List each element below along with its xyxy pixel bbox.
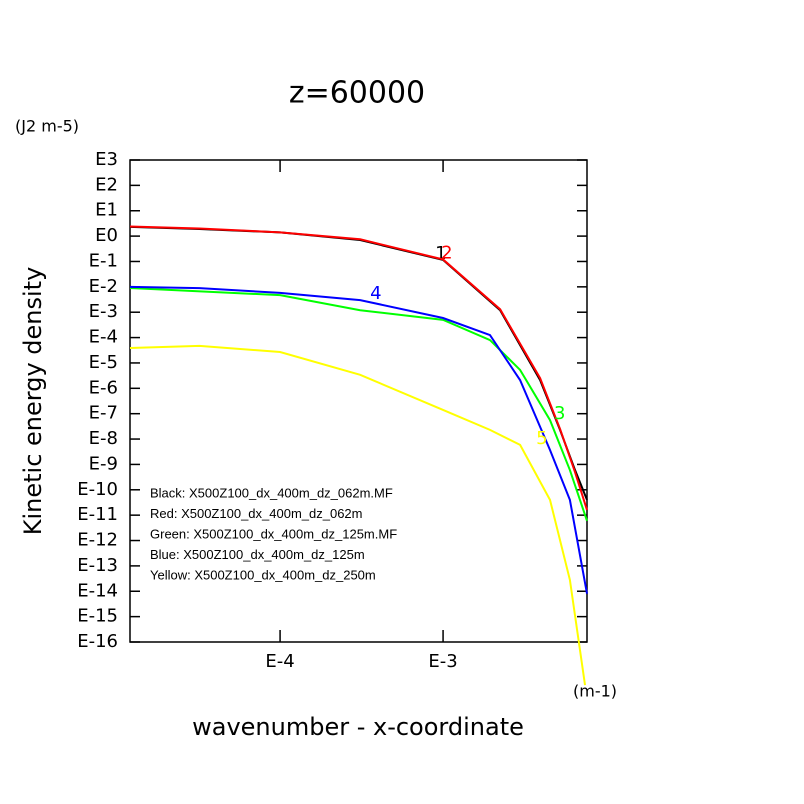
plot-frame [129,159,588,643]
y-tick-label: E-6 [89,377,118,398]
y-tick-label: E-15 [77,606,118,627]
y-unit: (J2 m-5) [15,117,79,136]
y-tick-label: E-9 [89,453,118,474]
y-tick-label: E-16 [77,631,118,652]
y-tick-label: E-11 [77,504,118,525]
y-tick-label: E1 [95,200,118,221]
y-tick-label: E-8 [89,428,118,449]
y-tick-label: E0 [95,225,118,246]
y-tick-label: E-1 [89,250,118,271]
x-unit: (m-1) [573,682,617,701]
curve-label: 4 [370,283,381,304]
x-tick-label: E-3 [428,651,457,672]
legend-entry: Blue: X500Z100_dx_400m_dz_125m [150,547,365,562]
series-line [129,225,588,511]
legend-entry: Green: X500Z100_dx_400m_dz_125m.MF [150,526,397,541]
series-line [129,285,588,594]
y-tick-label: E-7 [89,403,118,424]
y-tick-label: E3 [95,149,118,170]
x-axis-title: wavenumber - x-coordinate [192,713,524,741]
y-tick-label: E-12 [77,530,118,551]
y-tick-label: E-10 [77,479,118,500]
y-tick-label: E-13 [77,555,118,576]
curve-label: 1 [435,243,446,264]
curve-label: 3 [554,403,565,424]
y-tick-label: E-14 [77,580,118,601]
legend-entry: Black: X500Z100_dx_400m_dz_062m.MF [150,485,393,500]
series-line [129,344,587,686]
y-tick-label: E2 [95,174,118,195]
y-tick-label: E-5 [89,352,118,373]
chart-title: z=60000 [289,76,425,111]
legend-entry: Red: X500Z100_dx_400m_dz_062m [150,506,362,521]
x-tick-label: E-4 [265,651,294,672]
y-axis-title: Kinetic energy density [19,267,47,536]
y-tick-label: E-3 [89,301,118,322]
series-line [129,287,588,522]
y-tick-label: E-2 [89,276,118,297]
series-line [129,225,588,501]
curve-label: 2 [441,242,452,263]
curve-label: 5 [536,428,547,449]
y-tick-label: E-4 [89,327,118,348]
legend-entry: Yellow: X500Z100_dx_400m_dz_250m [150,567,376,582]
